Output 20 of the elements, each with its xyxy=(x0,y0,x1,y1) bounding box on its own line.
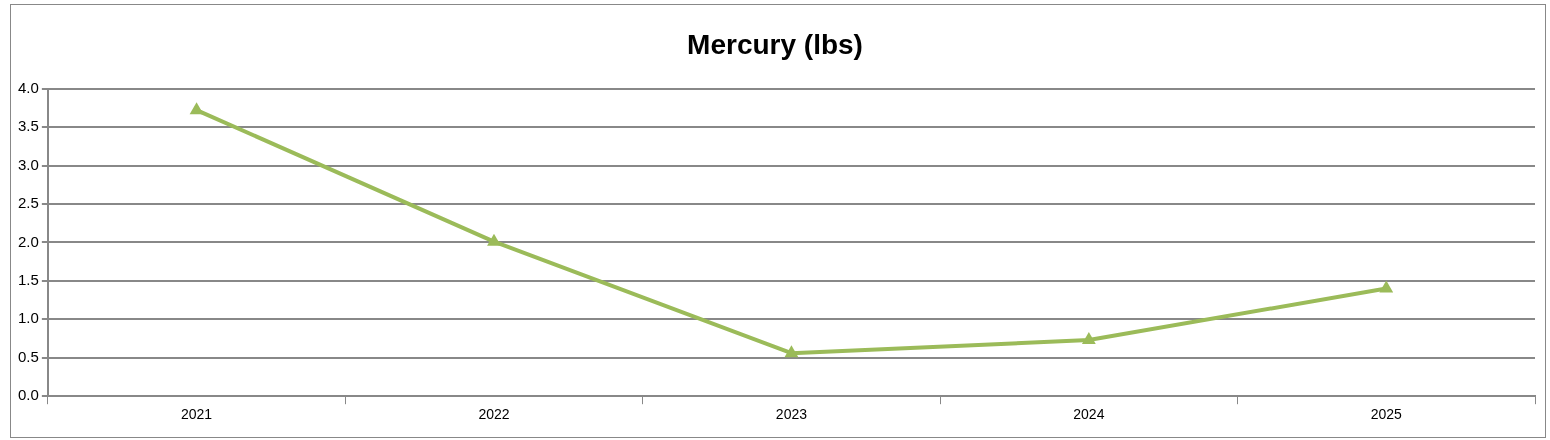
point xyxy=(189,102,204,115)
y-tick-label: 4.0 xyxy=(17,78,39,96)
point xyxy=(784,345,799,358)
x-tick-label: 2022 xyxy=(478,406,510,423)
y-tick-label: 0.0 xyxy=(17,386,39,404)
y-tick-label: 3.5 xyxy=(17,117,39,135)
point xyxy=(1379,280,1394,293)
x-tick-label: 2024 xyxy=(1073,406,1105,423)
point xyxy=(1081,332,1096,345)
y-tick-label: 3.0 xyxy=(17,155,39,173)
x-tick-label: 2025 xyxy=(1370,406,1403,423)
x-tick-label: 2023 xyxy=(775,406,808,423)
y-tick-label: 2.5 xyxy=(17,194,39,212)
point xyxy=(487,233,501,246)
y-tick-label: 1.0 xyxy=(17,309,39,327)
y-tick-label: 1.5 xyxy=(17,270,39,288)
y-tick-label: 2.0 xyxy=(17,232,39,250)
x-tick-label: 2021 xyxy=(180,406,213,423)
y-tick-label: 0.5 xyxy=(17,347,39,365)
chart-title: Mercury (lbs) xyxy=(687,28,863,60)
